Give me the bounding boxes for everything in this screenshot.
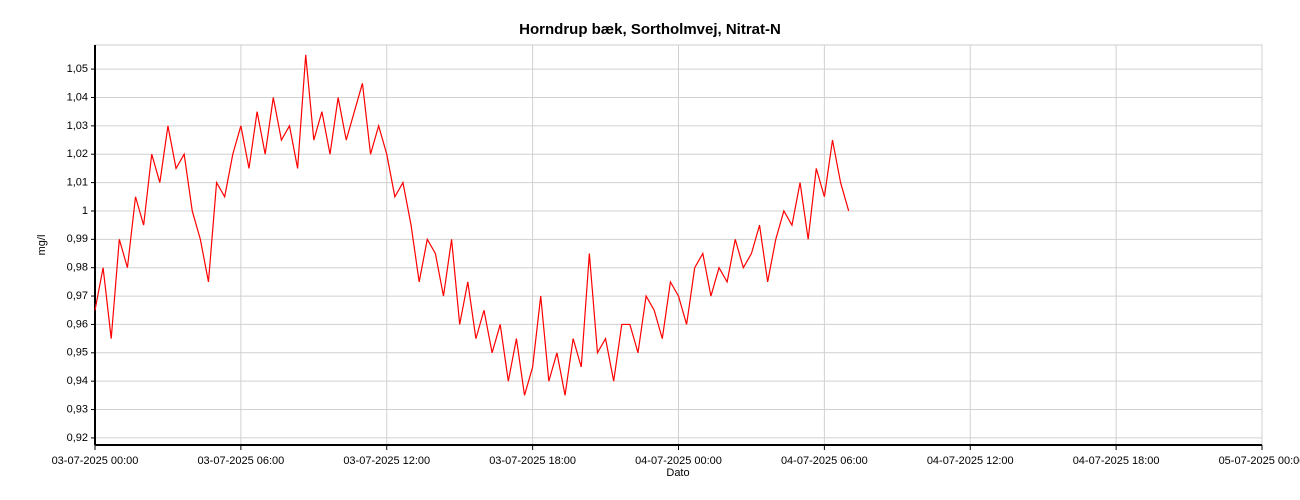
- x-tick-label: 04-07-2025 18:00: [1073, 455, 1160, 467]
- y-tick-label: 0,97: [67, 290, 88, 302]
- y-tick-label: 1: [82, 205, 88, 217]
- x-axis-label: Dato: [666, 467, 689, 479]
- x-tick-label: 04-07-2025 00:00: [635, 455, 722, 467]
- y-tick-label: 1,04: [67, 91, 88, 103]
- x-tick-label: 03-07-2025 12:00: [343, 455, 430, 467]
- x-tick-label: 04-07-2025 06:00: [781, 455, 868, 467]
- chart-title: Horndrup bæk, Sortholmvej, Nitrat-N: [519, 21, 781, 38]
- y-tick-label: 0,98: [67, 262, 88, 274]
- x-tick-label: 03-07-2025 18:00: [489, 455, 576, 467]
- y-tick-label: 0,95: [67, 347, 88, 359]
- y-tick-label: 1,01: [67, 176, 88, 188]
- y-axis-label: mg/l: [36, 235, 48, 256]
- y-tick-label: 0,94: [67, 375, 88, 387]
- y-tick-label: 0,92: [67, 432, 88, 444]
- y-tick-label: 1,02: [67, 148, 88, 160]
- y-tick-label: 1,03: [67, 120, 88, 132]
- y-tick-label: 0,93: [67, 403, 88, 415]
- x-tick-label: 05-07-2025 00:00: [1219, 455, 1300, 467]
- x-tick-label: 03-07-2025 06:00: [197, 455, 284, 467]
- x-tick-label: 04-07-2025 12:00: [927, 455, 1014, 467]
- data-line: [94, 54, 850, 396]
- y-tick-label: 0,96: [67, 318, 88, 330]
- x-tick-label: 03-07-2025 00:00: [52, 455, 139, 467]
- y-tick-label: 0,99: [67, 233, 88, 245]
- y-tick-label: 1,05: [67, 63, 88, 75]
